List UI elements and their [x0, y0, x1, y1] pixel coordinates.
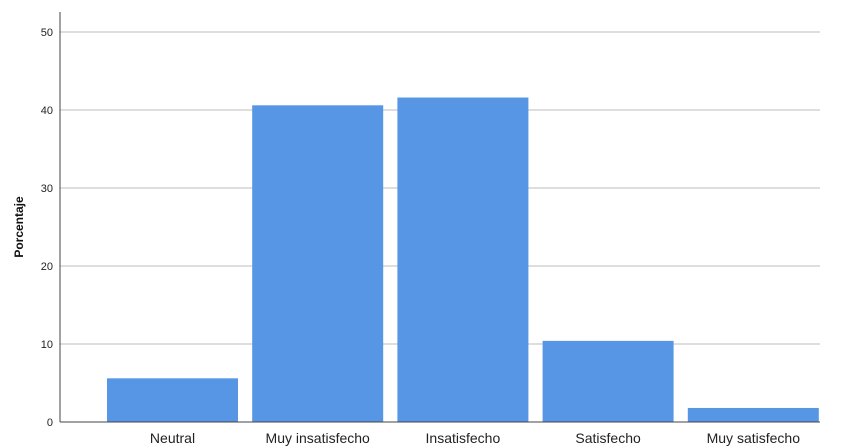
- bar-neutral: [107, 378, 238, 422]
- axes: [59, 12, 820, 423]
- y-tick-label: 0: [47, 417, 53, 429]
- x-category-label: Satisfecho: [575, 430, 641, 446]
- x-category-label: Muy satisfecho: [707, 430, 801, 446]
- bars: [107, 97, 819, 423]
- y-tick-label: 30: [41, 183, 53, 195]
- x-category-label: Neutral: [150, 430, 195, 446]
- y-tick-label: 40: [41, 105, 53, 117]
- x-category-labels: Neutral Muy insatisfecho Insatisfecho Satis…: [150, 430, 800, 446]
- bar-satisfecho: [542, 340, 674, 422]
- y-tick-labels: 0 10 20 30 40 50: [41, 27, 53, 429]
- y-tick-label: 50: [41, 27, 53, 39]
- x-category-label: Muy insatisfecho: [266, 430, 370, 446]
- y-tick-label: 20: [41, 261, 53, 273]
- x-category-label: Insatisfecho: [426, 430, 501, 446]
- bar-muy-satisfecho: [687, 407, 819, 422]
- y-tick-label: 10: [41, 339, 53, 351]
- bar-muy-insatisfecho: [252, 105, 384, 422]
- bar-insatisfecho: [397, 97, 529, 423]
- y-axis-title: Porcentaje: [12, 196, 26, 258]
